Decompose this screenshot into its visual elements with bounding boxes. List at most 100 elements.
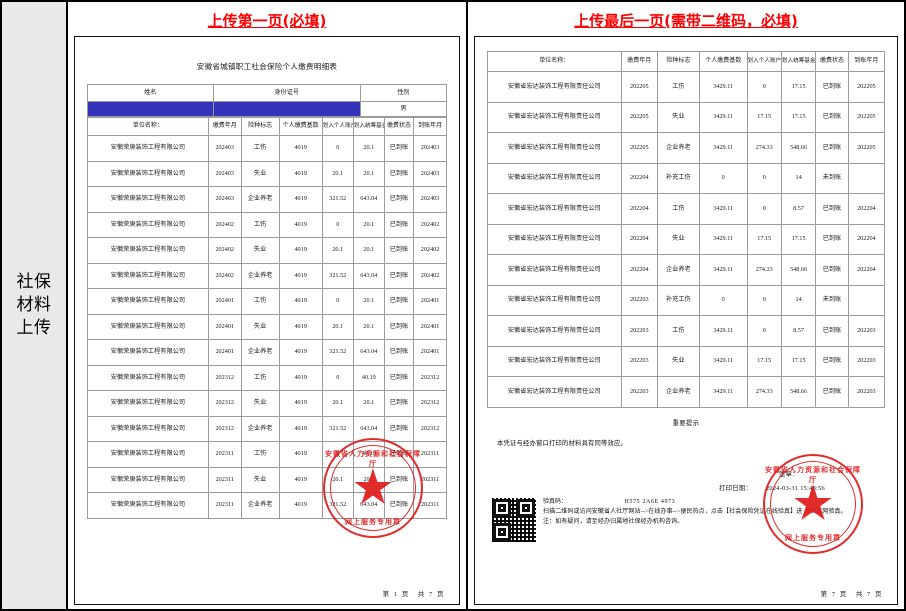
cell-pay-base: 4019 <box>278 160 323 187</box>
table-row: 安徽荣庚装饰工程有限公司 202401 失业 4019 20.1 20.1 已到账 20240… <box>87 313 447 340</box>
identity-value-row: (已遮盖) 34122419950916987X 男 <box>87 101 448 117</box>
cell-personal-account: 17.15 <box>746 345 782 377</box>
cell-pay-status: 已到账 <box>383 415 415 442</box>
cell-unit-name: 安徽省宏达装饰工程有限责任公司 <box>487 132 622 164</box>
table-row: 安徽荣庚装饰工程有限公司 202311 工伤 4019 0 40.19 已到账 202311 <box>87 441 447 468</box>
cell-arrival-month: 202311 <box>413 466 447 493</box>
cell-pay-month: 202311 <box>207 492 242 519</box>
cell-pay-status: 已到账 <box>383 364 415 391</box>
panels-container: 上传第一页(必填) 安徽省城镇职工社会保险个人缴费明细表 姓名 身份证号 性别 <box>68 2 904 609</box>
cell-pay-month: 202401 <box>207 339 242 366</box>
cell-pay-status: 已到账 <box>815 254 849 286</box>
cell-pay-status: 已到账 <box>815 376 849 408</box>
cell-arrival-month: 202401 <box>413 339 447 366</box>
col-pay-month: 缴费年月 <box>620 51 658 72</box>
cell-arrival-month: 202204 <box>847 193 886 225</box>
cell-unit-name: 安徽荣庚装饰工程有限公司 <box>87 160 209 187</box>
cell-arrival-month: 202401 <box>413 313 447 340</box>
cell-arrival-month <box>847 284 886 316</box>
cell-pay-base: 3429.11 <box>698 315 748 347</box>
col-unit-name: 单位名称： <box>87 117 209 136</box>
panel-title-last-page: 上传最后一页(需带二维码，必填) <box>574 12 798 30</box>
table-row: 安徽省宏达装饰工程有限责任公司 202204 补充工伤 0 0 14 未到账 <box>487 162 886 194</box>
cell-unit-name: 安徽省宏达装饰工程有限责任公司 <box>487 284 622 316</box>
scan-instruction-text: 扫描二维码或访问安徽省人社厅网站-->在线办事-->便民热点，点击【社会保险凭证… <box>543 508 847 515</box>
table-row: 安徽荣庚装饰工程有限公司 202312 工伤 4019 0 40.19 已到账 202312 <box>87 364 447 391</box>
cell-unit-name: 安徽省宏达装饰工程有限责任公司 <box>487 376 622 408</box>
cell-pooling-fund: 17.15 <box>780 345 817 377</box>
cell-arrival-month <box>847 162 886 194</box>
table-row: 安徽省宏达装饰工程有限责任公司 202204 工伤 3429.11 0 8.57 已到账 20… <box>487 193 886 225</box>
document-last-page-inner: 单位名称： 缴费年月 险种标志 个人缴费基数 划入个人账户部分 划入统筹基金部分… <box>475 37 897 604</box>
cell-pooling-fund: 8.57 <box>780 193 817 225</box>
cell-pay-month: 202402 <box>207 237 242 264</box>
cell-pay-base: 4019 <box>278 466 323 493</box>
cell-insurance-type: 工伤 <box>240 288 280 315</box>
cell-arrival-month: 202402 <box>413 237 447 264</box>
cell-pay-status: 未到账 <box>815 162 849 194</box>
cell-pay-month: 202312 <box>207 415 242 442</box>
cell-insurance-type: 企业养老 <box>240 262 280 289</box>
cell-personal-account: 274.33 <box>746 132 782 164</box>
col-pay-status: 缴费状态 <box>383 117 415 136</box>
note-text: 注：如有疑问，请至经办归属地社保经办机构咨询。 <box>543 518 684 525</box>
cell-personal-account: 0 <box>321 288 354 315</box>
col-unit-name: 单位名称： <box>487 51 622 72</box>
cell-personal-account: 20.1 <box>321 237 354 264</box>
cell-insurance-type: 工伤 <box>656 315 700 347</box>
cell-pay-base: 4019 <box>278 441 323 468</box>
qr-code-icon[interactable] <box>491 496 537 543</box>
cell-pooling-fund: 14 <box>780 162 817 194</box>
cell-pay-base: 4019 <box>278 313 323 340</box>
cell-personal-account: 321.52 <box>321 262 354 289</box>
cell-pay-base: 4019 <box>278 186 323 213</box>
cell-pay-base: 4019 <box>278 211 323 238</box>
cell-personal-account: 274.33 <box>746 254 782 286</box>
cell-pay-month: 202205 <box>620 101 658 133</box>
cell-insurance-type: 失业 <box>656 101 700 133</box>
sidebar: 社保 材料 上传 <box>2 2 68 609</box>
cell-personal-account: 274.33 <box>746 376 782 408</box>
cell-pay-base: 4019 <box>278 262 323 289</box>
cell-unit-name: 安徽荣庚装饰工程有限公司 <box>87 415 209 442</box>
cell-personal-account: 20.1 <box>321 160 354 187</box>
cell-pooling-fund: 20.1 <box>352 237 385 264</box>
cell-insurance-type: 失业 <box>656 223 700 255</box>
cell-pay-base: 3429.11 <box>698 101 748 133</box>
cell-arrival-month: 202312 <box>413 364 447 391</box>
cell-arrival-month: 202312 <box>413 390 447 417</box>
cell-pay-month: 202204 <box>620 193 658 225</box>
cell-pay-status: 已到账 <box>815 315 849 347</box>
cell-unit-name: 安徽省宏达装饰工程有限责任公司 <box>487 71 622 103</box>
cell-unit-name: 安徽省宏达装饰工程有限责任公司 <box>487 254 622 286</box>
cell-arrival-month: 202203 <box>847 376 886 408</box>
cell-pay-status: 已到账 <box>383 135 415 162</box>
cell-pooling-fund: 643.04 <box>352 339 385 366</box>
table-row: 安徽省宏达装饰工程有限责任公司 202204 企业养老 3429.11 274.33 54… <box>487 254 886 286</box>
table-row: 安徽荣庚装饰工程有限公司 202312 企业养老 4019 321.52 643.04 已到… <box>87 415 447 442</box>
cell-insurance-type: 企业养老 <box>240 492 280 519</box>
cell-pay-status: 已到账 <box>815 71 849 103</box>
cell-pay-status: 已到账 <box>383 466 415 493</box>
cell-pay-status: 已到账 <box>383 186 415 213</box>
identity-value-idnumber: 34122419950916987X <box>212 101 361 117</box>
cell-unit-name: 安徽省宏达装饰工程有限责任公司 <box>487 101 622 133</box>
document-last-page[interactable]: 单位名称： 缴费年月 险种标志 个人缴费基数 划入个人账户部分 划入统筹基金部分… <box>474 36 898 605</box>
cell-insurance-type: 工伤 <box>656 193 700 225</box>
cell-personal-account: 17.15 <box>746 223 782 255</box>
cell-arrival-month: 202203 <box>847 345 886 377</box>
cell-insurance-type: 工伤 <box>240 135 280 162</box>
cell-personal-account: 321.52 <box>321 339 354 366</box>
cell-pay-status: 已到账 <box>383 262 415 289</box>
cell-insurance-type: 失业 <box>240 390 280 417</box>
document-first-page[interactable]: 安徽省城镇职工社会保险个人缴费明细表 姓名 身份证号 性别 (已遮盖) <box>74 36 460 605</box>
verification-text-block: 验真码： H575 2A6E 4973 扫描二维码或访问安徽省人社厅网站-->在… <box>543 497 885 528</box>
cell-personal-account: 0 <box>746 71 782 103</box>
cell-insurance-type: 企业养老 <box>240 339 280 366</box>
cell-pay-month: 202403 <box>207 135 242 162</box>
cell-arrival-month: 202312 <box>413 415 447 442</box>
cell-pay-month: 202403 <box>207 186 242 213</box>
document-heading: 安徽省城镇职工社会保险个人缴费明细表 <box>196 62 338 71</box>
cell-arrival-month: 202311 <box>413 492 447 519</box>
cell-pooling-fund: 40.19 <box>352 441 385 468</box>
